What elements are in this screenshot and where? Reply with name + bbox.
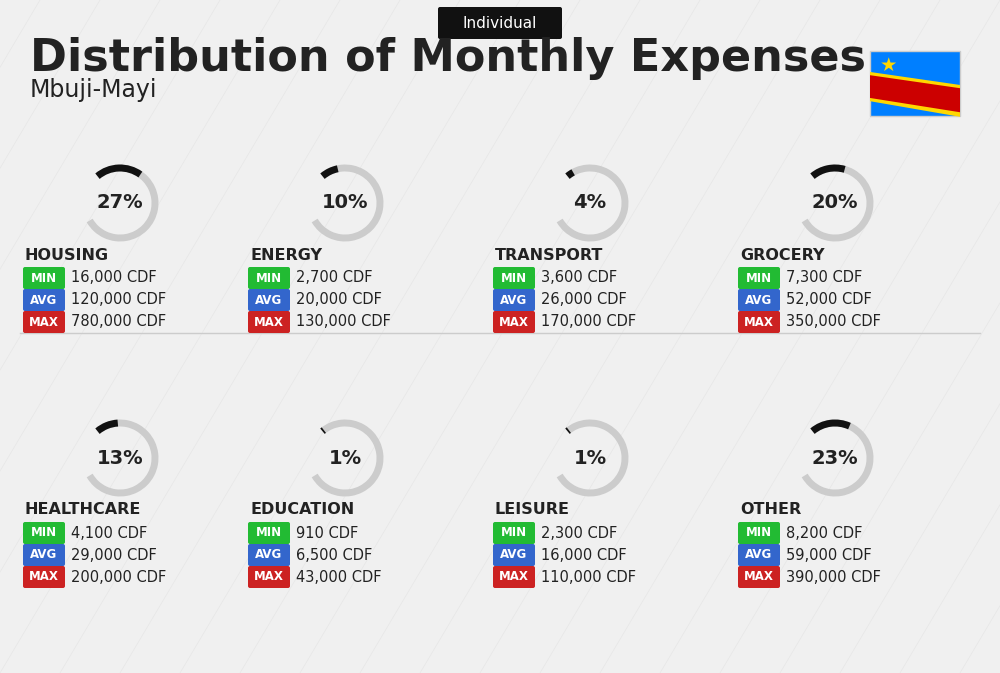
Text: 3,600 CDF: 3,600 CDF bbox=[541, 271, 617, 285]
Text: MIN: MIN bbox=[746, 271, 772, 285]
Text: AVG: AVG bbox=[255, 293, 283, 306]
Text: 200,000 CDF: 200,000 CDF bbox=[71, 569, 166, 584]
FancyBboxPatch shape bbox=[23, 544, 65, 566]
Text: 20,000 CDF: 20,000 CDF bbox=[296, 293, 382, 308]
Text: 16,000 CDF: 16,000 CDF bbox=[541, 548, 627, 563]
Text: EDUCATION: EDUCATION bbox=[250, 503, 354, 518]
Text: 52,000 CDF: 52,000 CDF bbox=[786, 293, 872, 308]
Text: HOUSING: HOUSING bbox=[25, 248, 109, 262]
Text: ★: ★ bbox=[879, 56, 897, 75]
Text: 350,000 CDF: 350,000 CDF bbox=[786, 314, 881, 330]
Text: 390,000 CDF: 390,000 CDF bbox=[786, 569, 881, 584]
Text: 910 CDF: 910 CDF bbox=[296, 526, 358, 540]
Text: MIN: MIN bbox=[31, 271, 57, 285]
FancyBboxPatch shape bbox=[23, 311, 65, 333]
FancyBboxPatch shape bbox=[493, 544, 535, 566]
FancyBboxPatch shape bbox=[493, 289, 535, 311]
Text: 27%: 27% bbox=[97, 194, 143, 213]
Text: 110,000 CDF: 110,000 CDF bbox=[541, 569, 636, 584]
Text: 8,200 CDF: 8,200 CDF bbox=[786, 526, 862, 540]
Text: AVG: AVG bbox=[500, 293, 528, 306]
FancyBboxPatch shape bbox=[438, 7, 562, 39]
Text: 10%: 10% bbox=[322, 194, 368, 213]
Text: Distribution of Monthly Expenses: Distribution of Monthly Expenses bbox=[30, 36, 866, 79]
Text: 4%: 4% bbox=[573, 194, 607, 213]
FancyBboxPatch shape bbox=[738, 267, 780, 289]
Text: AVG: AVG bbox=[255, 548, 283, 561]
FancyBboxPatch shape bbox=[738, 566, 780, 588]
Text: MIN: MIN bbox=[501, 271, 527, 285]
Text: TRANSPORT: TRANSPORT bbox=[495, 248, 603, 262]
Text: 26,000 CDF: 26,000 CDF bbox=[541, 293, 627, 308]
Text: MAX: MAX bbox=[499, 316, 529, 328]
FancyBboxPatch shape bbox=[738, 544, 780, 566]
FancyBboxPatch shape bbox=[248, 289, 290, 311]
Text: 120,000 CDF: 120,000 CDF bbox=[71, 293, 166, 308]
FancyBboxPatch shape bbox=[23, 522, 65, 544]
Text: MAX: MAX bbox=[744, 571, 774, 583]
FancyBboxPatch shape bbox=[23, 267, 65, 289]
Text: LEISURE: LEISURE bbox=[495, 503, 570, 518]
Text: MIN: MIN bbox=[256, 526, 282, 540]
Text: AVG: AVG bbox=[30, 293, 58, 306]
Text: MIN: MIN bbox=[31, 526, 57, 540]
Text: AVG: AVG bbox=[745, 548, 773, 561]
Text: MAX: MAX bbox=[744, 316, 774, 328]
Text: 13%: 13% bbox=[97, 448, 143, 468]
FancyBboxPatch shape bbox=[493, 522, 535, 544]
Text: 2,700 CDF: 2,700 CDF bbox=[296, 271, 372, 285]
Text: 16,000 CDF: 16,000 CDF bbox=[71, 271, 157, 285]
Text: 4,100 CDF: 4,100 CDF bbox=[71, 526, 147, 540]
Polygon shape bbox=[870, 98, 960, 117]
Text: AVG: AVG bbox=[30, 548, 58, 561]
FancyBboxPatch shape bbox=[248, 544, 290, 566]
Polygon shape bbox=[870, 72, 960, 88]
Polygon shape bbox=[870, 73, 960, 116]
Text: MAX: MAX bbox=[499, 571, 529, 583]
FancyBboxPatch shape bbox=[493, 267, 535, 289]
Text: MAX: MAX bbox=[254, 571, 284, 583]
Text: 43,000 CDF: 43,000 CDF bbox=[296, 569, 382, 584]
Text: 780,000 CDF: 780,000 CDF bbox=[71, 314, 166, 330]
Text: 130,000 CDF: 130,000 CDF bbox=[296, 314, 391, 330]
Text: HEALTHCARE: HEALTHCARE bbox=[25, 503, 141, 518]
FancyBboxPatch shape bbox=[248, 566, 290, 588]
FancyBboxPatch shape bbox=[23, 289, 65, 311]
Text: MAX: MAX bbox=[29, 316, 59, 328]
Text: MAX: MAX bbox=[254, 316, 284, 328]
Text: 29,000 CDF: 29,000 CDF bbox=[71, 548, 157, 563]
Text: 7,300 CDF: 7,300 CDF bbox=[786, 271, 862, 285]
FancyBboxPatch shape bbox=[248, 522, 290, 544]
Text: 59,000 CDF: 59,000 CDF bbox=[786, 548, 872, 563]
FancyBboxPatch shape bbox=[248, 311, 290, 333]
Text: MIN: MIN bbox=[256, 271, 282, 285]
Text: AVG: AVG bbox=[500, 548, 528, 561]
Text: MIN: MIN bbox=[501, 526, 527, 540]
Text: Individual: Individual bbox=[463, 15, 537, 30]
FancyBboxPatch shape bbox=[248, 267, 290, 289]
Text: 20%: 20% bbox=[812, 194, 858, 213]
FancyBboxPatch shape bbox=[23, 566, 65, 588]
Text: GROCERY: GROCERY bbox=[740, 248, 824, 262]
Text: 170,000 CDF: 170,000 CDF bbox=[541, 314, 636, 330]
Text: Mbuji-Mayi: Mbuji-Mayi bbox=[30, 78, 158, 102]
FancyBboxPatch shape bbox=[870, 50, 960, 116]
FancyBboxPatch shape bbox=[493, 311, 535, 333]
Text: AVG: AVG bbox=[745, 293, 773, 306]
Text: MAX: MAX bbox=[29, 571, 59, 583]
Text: 6,500 CDF: 6,500 CDF bbox=[296, 548, 372, 563]
FancyBboxPatch shape bbox=[738, 289, 780, 311]
Text: 1%: 1% bbox=[573, 448, 607, 468]
FancyBboxPatch shape bbox=[493, 566, 535, 588]
Text: 23%: 23% bbox=[812, 448, 858, 468]
Text: 1%: 1% bbox=[328, 448, 362, 468]
FancyBboxPatch shape bbox=[738, 311, 780, 333]
Text: OTHER: OTHER bbox=[740, 503, 801, 518]
Text: ENERGY: ENERGY bbox=[250, 248, 322, 262]
Text: MIN: MIN bbox=[746, 526, 772, 540]
FancyBboxPatch shape bbox=[738, 522, 780, 544]
Text: 2,300 CDF: 2,300 CDF bbox=[541, 526, 617, 540]
